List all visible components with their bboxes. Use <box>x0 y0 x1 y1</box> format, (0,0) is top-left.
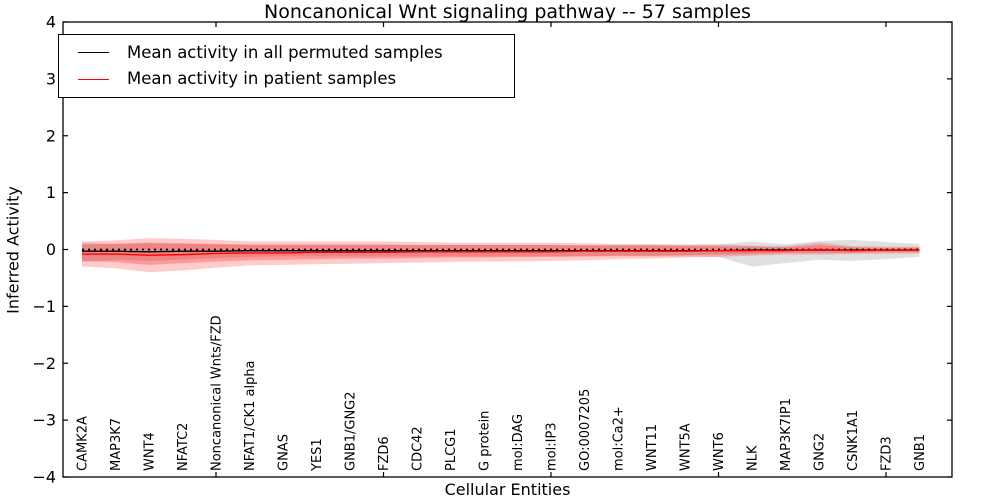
chart-title: Noncanonical Wnt signaling pathway -- 57… <box>264 1 751 23</box>
x-category-label: NLK <box>745 445 760 471</box>
y-tick-label: 2 <box>46 126 56 145</box>
x-category-label: G protein <box>477 411 492 471</box>
legend-label-patient: Mean activity in patient samples <box>127 69 397 88</box>
legend-row-patient: Mean activity in patient samples <box>59 69 514 88</box>
y-tick-label: 0 <box>46 240 56 259</box>
x-category-label: mol:Ca2+ <box>611 406 626 471</box>
x-category-label: MAP3K7IP1 <box>779 398 794 471</box>
x-category-label: GNG2 <box>812 433 827 471</box>
y-tick-label: −3 <box>32 411 56 430</box>
x-category-label: GNB1/GNG2 <box>343 391 358 471</box>
legend-box: Mean activity in all permuted samples Me… <box>58 34 515 98</box>
y-tick-label: 4 <box>46 13 56 32</box>
x-category-label: NFAT1/CK1 alpha <box>243 360 258 471</box>
x-category-label: PLCG1 <box>444 428 459 471</box>
y-tick-label: −1 <box>32 297 56 316</box>
x-category-label: NFATC2 <box>176 423 191 471</box>
legend-row-permuted: Mean activity in all permuted samples <box>59 42 514 62</box>
x-category-label: YES1 <box>310 438 325 472</box>
permuted-line-swatch <box>78 52 109 54</box>
x-category-label: GO:0007205 <box>578 389 593 471</box>
y-tick-label: 3 <box>46 69 56 88</box>
x-category-label: MAP3K7 <box>109 418 124 471</box>
x-category-label: WNT6 <box>712 432 727 471</box>
x-category-label: WNT5A <box>678 423 693 471</box>
x-axis-label: Cellular Entities <box>444 480 571 499</box>
x-category-label: GNAS <box>276 434 291 471</box>
x-category-label: FZD6 <box>377 436 392 471</box>
x-category-label: CAMK2A <box>75 416 90 471</box>
x-category-label: FZD3 <box>879 436 894 471</box>
y-tick-label: 1 <box>46 183 56 202</box>
x-category-label: WNT11 <box>645 424 660 471</box>
x-category-label: mol:IP3 <box>544 422 559 471</box>
y-tick-label: −4 <box>32 468 56 487</box>
series-line-patient <box>82 248 920 256</box>
x-category-label: GNB1 <box>913 434 928 471</box>
x-category-label: WNT4 <box>142 432 157 471</box>
x-category-label: CDC42 <box>410 426 425 471</box>
band-patient-samples-range-inner <box>82 242 920 265</box>
x-category-label: mol:DAG <box>511 414 526 471</box>
band-permuted-samples-range <box>82 239 920 267</box>
band-patient-samples-range-outer <box>82 238 920 273</box>
patient-line-swatch <box>78 78 109 80</box>
y-axis-label: Inferred Activity <box>3 186 23 314</box>
x-category-label: CSNK1A1 <box>846 410 861 471</box>
x-category-label: Noncanonical Wnts/FZD <box>209 315 224 471</box>
y-tick-label: −2 <box>32 354 56 373</box>
legend-label-permuted: Mean activity in all permuted samples <box>127 42 443 62</box>
